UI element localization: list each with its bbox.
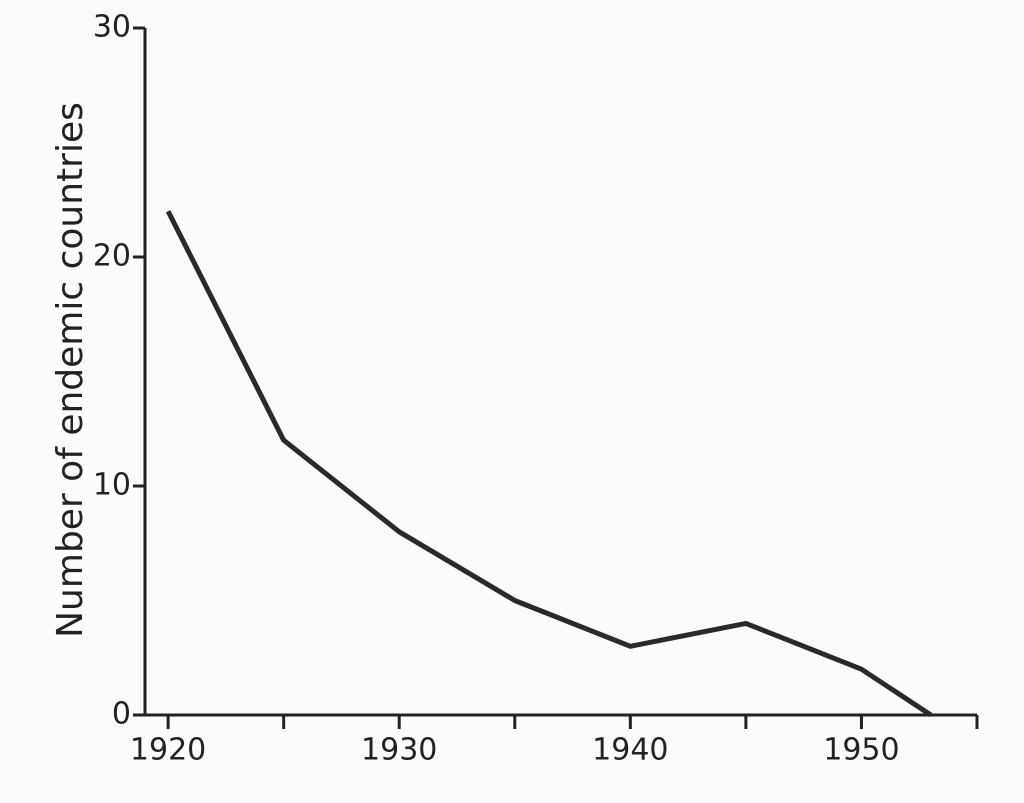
y-axis-label: Number of endemic countries	[50, 102, 91, 638]
x-tick-label: 1930	[361, 733, 437, 768]
y-tick-label: 0	[112, 697, 131, 732]
x-tick-label: 1940	[592, 733, 668, 768]
data-line	[165, 210, 933, 718]
y-tick-label: 20	[93, 239, 131, 274]
x-tick-label: 1920	[130, 733, 206, 768]
x-tick-label: 1950	[823, 733, 899, 768]
y-tick-label: 30	[93, 10, 131, 45]
y-tick-label: 10	[93, 468, 131, 503]
